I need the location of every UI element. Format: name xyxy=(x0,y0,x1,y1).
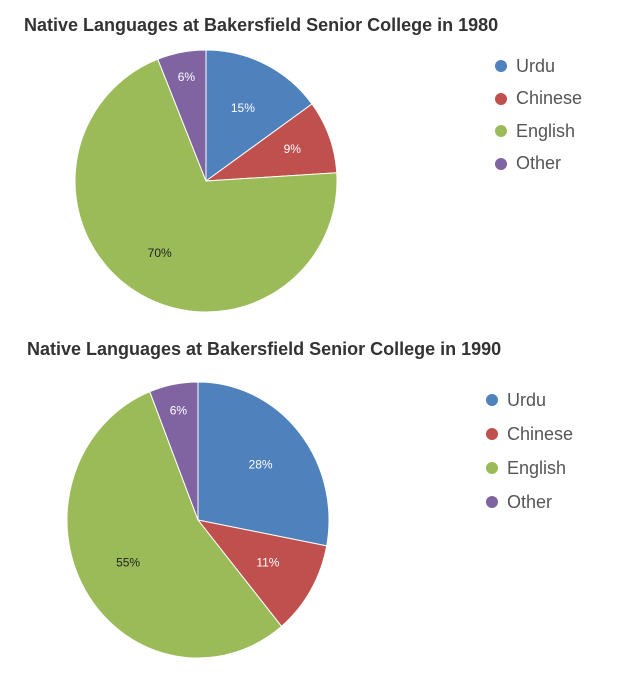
legend-item-other[interactable]: Other xyxy=(486,485,573,519)
legend-swatch-urdu xyxy=(486,394,498,406)
legend-swatch-english xyxy=(495,125,507,138)
slice-label-chinese: 9% xyxy=(284,142,302,156)
slice-label-english: 70% xyxy=(148,246,172,260)
legend-swatch-chinese xyxy=(486,428,498,440)
legend-item-english[interactable]: English xyxy=(486,451,573,485)
legend-label-chinese: Chinese xyxy=(516,88,583,109)
legend-label-english: English xyxy=(516,120,576,141)
pie-slice-urdu[interactable] xyxy=(197,381,330,547)
legend-item-chinese[interactable]: Chinese xyxy=(495,83,582,116)
legend-label-chinese: Chinese xyxy=(507,423,574,444)
legend-1980: Urdu Chinese English Other xyxy=(495,50,582,180)
legend-swatch-other xyxy=(495,157,507,170)
legend-item-urdu[interactable]: Urdu xyxy=(486,383,573,417)
legend-swatch-other xyxy=(486,496,498,508)
legend-swatch-chinese xyxy=(495,92,507,105)
legend-label-other: Other xyxy=(516,153,562,174)
legend-swatch-english xyxy=(486,462,498,474)
legend-swatch-urdu xyxy=(495,60,507,73)
pie-slice-chinese[interactable] xyxy=(196,519,328,628)
legend-item-english[interactable]: English xyxy=(495,115,582,148)
pie-chart-1980: 15% 9% 70% 6% xyxy=(74,49,338,313)
chart-title-1980: Native Languages at Bakersfield Senior C… xyxy=(24,15,499,35)
pie-chart-1990: 28% 11% 55% 6% xyxy=(66,381,330,659)
pie-slice-other[interactable] xyxy=(157,49,207,182)
pie-slice-other[interactable] xyxy=(149,381,199,521)
slice-label-chinese: 11% xyxy=(256,556,279,570)
legend-label-urdu: Urdu xyxy=(507,389,547,410)
pie-slice-urdu[interactable] xyxy=(205,49,313,182)
legend-label-other: Other xyxy=(507,491,553,512)
legend-item-chinese[interactable]: Chinese xyxy=(486,417,573,451)
chart-title-1990: Native Languages at Bakersfield Senior C… xyxy=(27,339,502,359)
legend-1990: Urdu Chinese English Other xyxy=(486,383,573,519)
slice-label-english: 55% xyxy=(116,556,140,570)
legend-label-english: English xyxy=(507,457,567,478)
pie-slice-english[interactable] xyxy=(66,391,283,659)
slice-label-urdu: 28% xyxy=(249,458,273,472)
pie-slice-english[interactable] xyxy=(74,58,338,313)
legend-item-urdu[interactable]: Urdu xyxy=(495,50,582,83)
slice-label-urdu: 15% xyxy=(231,101,255,115)
slice-label-other: 6% xyxy=(178,70,196,84)
slice-label-other: 6% xyxy=(170,404,188,418)
legend-label-urdu: Urdu xyxy=(516,55,556,76)
legend-item-other[interactable]: Other xyxy=(495,148,582,181)
